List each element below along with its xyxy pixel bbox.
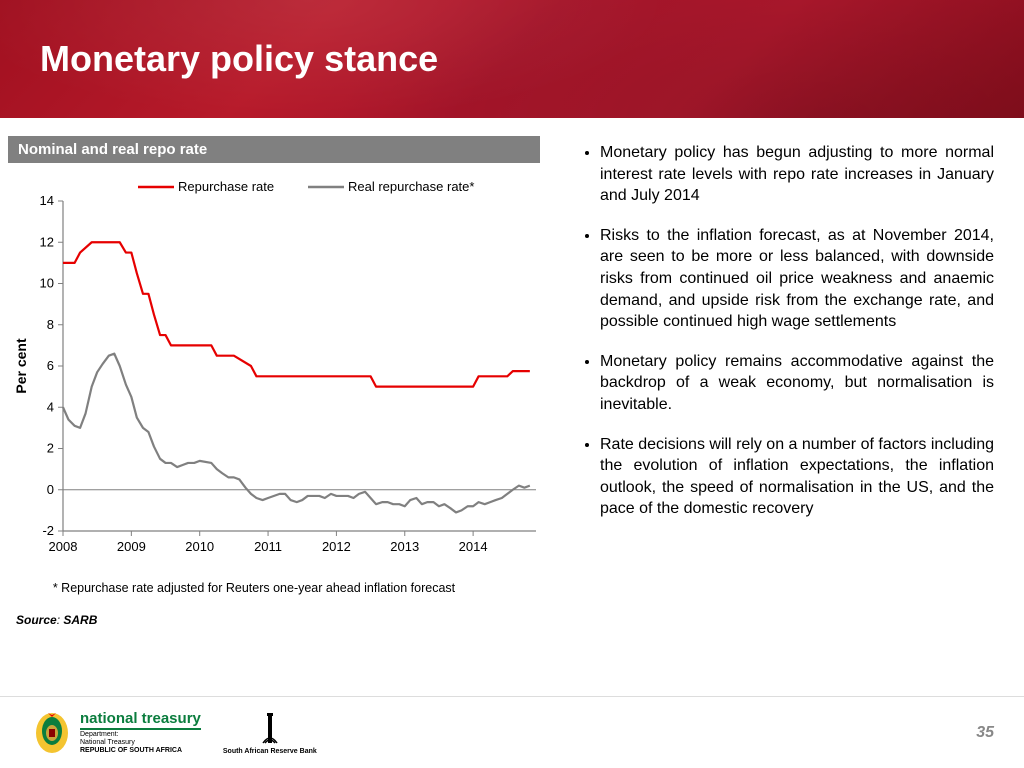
left-column: Nominal and real repo rate -2 0 2 4 6 8 10 12 14… [8,136,560,678]
national-treasury-logo: national treasury Department: National T… [30,710,201,754]
chart-panel-title: Nominal and real repo rate [8,136,540,163]
svg-text:2: 2 [47,441,54,456]
bullet-list: Monetary policy has begun adjusting to m… [578,142,994,520]
svg-text:0: 0 [47,482,54,497]
svg-text:2008: 2008 [49,539,78,554]
svg-text:6: 6 [47,358,54,373]
footer: national treasury Department: National T… [0,696,1024,768]
page-title: Monetary policy stance [40,38,438,80]
sarb-logo: South African Reserve Bank [223,711,317,755]
page-number: 35 [976,724,994,742]
right-column: Monetary policy has begun adjusting to m… [560,136,994,678]
svg-text:10: 10 [40,276,54,291]
svg-text:12: 12 [40,234,54,249]
nt-dept-2: National Treasury [80,739,201,747]
slide-header: Monetary policy stance [0,0,1024,118]
sarb-name: South African Reserve Bank [223,748,317,755]
source-value: SARB [63,613,97,627]
list-item: Monetary policy remains accommodative ag… [600,351,994,416]
nt-name: national treasury [80,710,201,730]
nt-dept-3: REPUBLIC OF SOUTH AFRICA [80,747,201,755]
list-item: Risks to the inflation forecast, as at N… [600,225,994,333]
chart-footnote: * Repurchase rate adjusted for Reuters o… [8,581,540,595]
svg-text:2011: 2011 [254,539,282,554]
svg-text:4: 4 [47,399,54,414]
svg-text:2013: 2013 [390,539,419,554]
svg-text:2009: 2009 [117,539,146,554]
svg-text:2014: 2014 [459,539,488,554]
nt-dept-1: Department: [80,731,201,739]
source-label: Source [16,613,57,627]
chart-svg: -2 0 2 4 6 8 10 12 14 2008 2009 2010 2011 2012 2013 201… [8,169,548,569]
list-item: Rate decisions will rely on a number of … [600,434,994,520]
svg-text:-2: -2 [42,523,54,538]
svg-text:2012: 2012 [322,539,351,554]
svg-text:Real repurchase rate*: Real repurchase rate* [348,179,474,194]
logo-group: national treasury Department: National T… [30,710,317,754]
chart-source: Source: SARB [8,613,540,627]
svg-text:Repurchase rate: Repurchase rate [178,179,274,194]
content-row: Nominal and real repo rate -2 0 2 4 6 8 10 12 14… [0,118,1024,678]
svg-text:Per cent: Per cent [13,338,29,394]
coat-of-arms-icon [30,711,74,755]
list-item: Monetary policy has begun adjusting to m… [600,142,994,207]
line-chart: -2 0 2 4 6 8 10 12 14 2008 2009 2010 2011 2012 2013 201… [8,169,548,569]
sarb-icon [257,711,283,747]
nt-text-block: national treasury Department: National T… [80,710,201,754]
svg-text:2010: 2010 [185,539,214,554]
svg-text:8: 8 [47,317,54,332]
svg-text:14: 14 [40,193,54,208]
